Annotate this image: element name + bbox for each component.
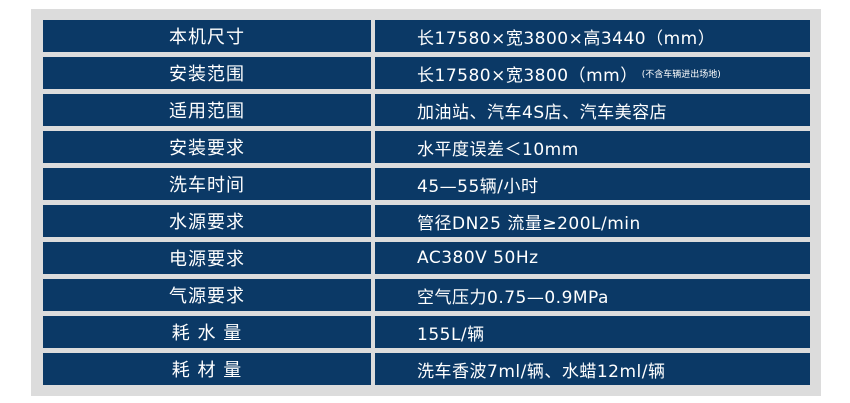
spec-value: 洗车香波7ml/辆、水蜡12ml/辆 [417, 361, 666, 382]
table-row: 安装范围 长17580×宽3800（mm） (不含车辆进出场地) [43, 57, 810, 89]
table-row: 电源要求 AC380V 50Hz [43, 242, 810, 274]
table-row: 洗车时间 45—55辆/小时 [43, 168, 810, 200]
table-row: 适用范围 加油站、汽车4S店、汽车美容店 [43, 94, 810, 126]
spec-value-cell: 水平度误差＜10mm [375, 131, 810, 163]
spec-label: 适用范围 [43, 94, 371, 126]
spec-value: 长17580×宽3800×高3440（mm） [417, 28, 716, 49]
spec-label: 安装要求 [43, 131, 371, 163]
table-row: 耗 水 量 155L/辆 [43, 316, 810, 348]
spec-label: 电源要求 [43, 242, 371, 274]
spec-value-cell: 155L/辆 [375, 316, 810, 348]
table-row: 水源要求 管径DN25 流量≥200L/min [43, 205, 810, 237]
table-row: 本机尺寸 长17580×宽3800×高3440（mm） [43, 20, 810, 52]
spec-value-cell: 加油站、汽车4S店、汽车美容店 [375, 94, 810, 126]
spec-value-cell: 长17580×宽3800（mm） (不含车辆进出场地) [375, 57, 810, 89]
spec-value-cell: AC380V 50Hz [375, 242, 810, 274]
spec-note: (不含车辆进出场地) [641, 69, 721, 80]
spec-table: 本机尺寸 长17580×宽3800×高3440（mm） 安装范围 长17580×宽38… [31, 9, 821, 396]
spec-value: 空气压力0.75—0.9MPa [417, 287, 609, 308]
table-row: 耗 材 量 洗车香波7ml/辆、水蜡12ml/辆 [43, 353, 810, 385]
spec-label: 耗 材 量 [43, 353, 371, 385]
spec-value: 加油站、汽车4S店、汽车美容店 [417, 102, 668, 123]
spec-value: 管径DN25 流量≥200L/min [417, 213, 641, 234]
table-row: 气源要求 空气压力0.75—0.9MPa [43, 279, 810, 311]
spec-value: 45—55辆/小时 [417, 176, 539, 197]
spec-label: 气源要求 [43, 279, 371, 311]
spec-value-cell: 空气压力0.75—0.9MPa [375, 279, 810, 311]
spec-label: 安装范围 [43, 57, 371, 89]
spec-value-cell: 长17580×宽3800×高3440（mm） [375, 20, 810, 52]
spec-value-cell: 洗车香波7ml/辆、水蜡12ml/辆 [375, 353, 810, 385]
spec-value-cell: 管径DN25 流量≥200L/min [375, 205, 810, 237]
spec-label: 水源要求 [43, 205, 371, 237]
spec-value: 长17580×宽3800（mm） [417, 65, 638, 86]
spec-value: 水平度误差＜10mm [417, 139, 579, 160]
spec-label: 本机尺寸 [43, 20, 371, 52]
spec-label: 耗 水 量 [43, 316, 371, 348]
table-row: 安装要求 水平度误差＜10mm [43, 131, 810, 163]
spec-value-cell: 45—55辆/小时 [375, 168, 810, 200]
spec-value: 155L/辆 [417, 324, 485, 345]
spec-value: AC380V 50Hz [417, 248, 539, 268]
spec-label: 洗车时间 [43, 168, 371, 200]
